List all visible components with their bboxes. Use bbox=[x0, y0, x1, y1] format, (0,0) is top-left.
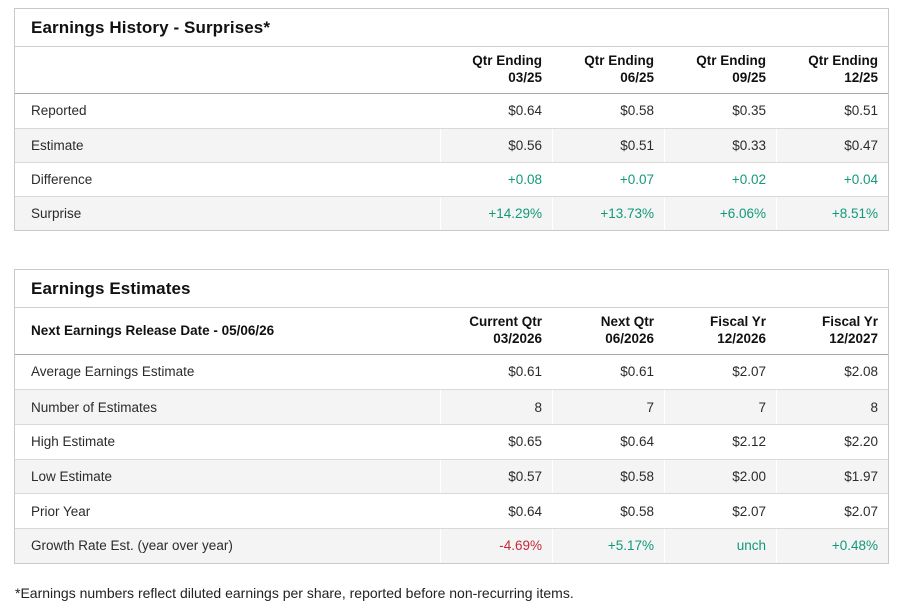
cell-value: $1.97 bbox=[776, 459, 888, 494]
cell-value: +0.02 bbox=[664, 162, 776, 196]
cell-value: +13.73% bbox=[552, 196, 664, 230]
earnings-estimates-title: Earnings Estimates bbox=[15, 270, 888, 308]
earnings-estimates-table: Earnings Estimates Next Earnings Release… bbox=[14, 268, 889, 564]
cell-value: +14.29% bbox=[440, 196, 552, 230]
table-row-estimate: Estimate $0.56 $0.51 $0.33 $0.47 bbox=[15, 127, 888, 162]
cell-value: $2.12 bbox=[664, 424, 776, 459]
cell-value: $0.65 bbox=[440, 424, 552, 459]
next-earnings-release-date: Next Earnings Release Date - 05/06/26 bbox=[31, 323, 275, 339]
cell-value: $0.64 bbox=[552, 424, 664, 459]
row-label: Low Estimate bbox=[31, 468, 113, 484]
cell-value: $0.64 bbox=[440, 494, 552, 528]
cell-value: +0.48% bbox=[776, 528, 888, 563]
cell-value: $0.58 bbox=[552, 494, 664, 528]
cell-value: $0.33 bbox=[664, 128, 776, 162]
cell-value: $2.07 bbox=[664, 354, 776, 390]
cell-value: $0.61 bbox=[440, 354, 552, 390]
cell-value: -4.69% bbox=[440, 528, 552, 563]
earnings-estimates-header-row: Next Earnings Release Date - 05/06/26 Cu… bbox=[15, 308, 888, 355]
table-row-difference: Difference +0.08 +0.07 +0.02 +0.04 bbox=[15, 161, 888, 196]
row-label: Difference bbox=[31, 171, 93, 187]
cell-value: $2.20 bbox=[776, 424, 888, 459]
earnings-history-header-row: Qtr Ending 03/25 Qtr Ending 06/25 Qtr En… bbox=[15, 47, 888, 94]
cell-value: $0.61 bbox=[552, 354, 664, 390]
cell-value: $0.51 bbox=[776, 93, 888, 128]
cell-value: $2.07 bbox=[776, 494, 888, 528]
table-row-average-earnings-estimate: Average Earnings Estimate $0.61 $0.61 $2… bbox=[15, 354, 888, 390]
table-row-growth-rate-est: Growth Rate Est. (year over year) -4.69%… bbox=[15, 527, 888, 563]
cell-value: $0.47 bbox=[776, 128, 888, 162]
row-label: Estimate bbox=[31, 137, 84, 153]
cell-value: 7 bbox=[552, 390, 664, 424]
column-header: Qtr Ending 12/25 bbox=[808, 53, 878, 85]
row-label: High Estimate bbox=[31, 434, 116, 450]
column-header: Next Qtr 06/2026 bbox=[600, 313, 654, 346]
cell-value: +0.07 bbox=[552, 162, 664, 196]
cell-value: 7 bbox=[664, 390, 776, 424]
column-header: Qtr Ending 09/25 bbox=[696, 53, 766, 85]
cell-value: $0.57 bbox=[440, 459, 552, 494]
cell-value: +0.08 bbox=[440, 162, 552, 196]
header-spacer bbox=[15, 64, 440, 76]
earnings-footnote: *Earnings numbers reflect diluted earnin… bbox=[15, 584, 574, 601]
row-label: Surprise bbox=[31, 205, 82, 221]
cell-value: $0.58 bbox=[552, 93, 664, 128]
cell-value: $2.08 bbox=[776, 354, 888, 390]
column-header: Fiscal Yr 12/2026 bbox=[709, 313, 766, 346]
cell-value: +0.04 bbox=[776, 162, 888, 196]
cell-value: +6.06% bbox=[664, 196, 776, 230]
cell-value: $0.58 bbox=[552, 459, 664, 494]
cell-value: 8 bbox=[440, 390, 552, 424]
cell-value: $0.64 bbox=[440, 93, 552, 128]
row-label: Reported bbox=[31, 103, 87, 119]
column-header: Qtr Ending 06/25 bbox=[584, 53, 654, 85]
cell-value: $0.56 bbox=[440, 128, 552, 162]
cell-value: $0.35 bbox=[664, 93, 776, 128]
cell-value: $2.00 bbox=[664, 459, 776, 494]
column-header: Current Qtr 03/2026 bbox=[469, 313, 542, 346]
row-label: Prior Year bbox=[31, 503, 91, 519]
cell-value: unch bbox=[664, 528, 776, 563]
row-label: Growth Rate Est. (year over year) bbox=[31, 538, 233, 554]
table-row-prior-year: Prior Year $0.64 $0.58 $2.07 $2.07 bbox=[15, 493, 888, 528]
column-header: Qtr Ending 03/25 bbox=[472, 53, 542, 85]
row-label: Number of Estimates bbox=[31, 399, 158, 415]
cell-value: +8.51% bbox=[776, 196, 888, 230]
table-row-reported: Reported $0.64 $0.58 $0.35 $0.51 bbox=[15, 93, 888, 128]
table-row-low-estimate: Low Estimate $0.57 $0.58 $2.00 $1.97 bbox=[15, 458, 888, 494]
cell-value: $0.51 bbox=[552, 128, 664, 162]
earnings-history-table: Earnings History - Surprises* Qtr Ending… bbox=[14, 8, 889, 231]
cell-value: +5.17% bbox=[552, 528, 664, 563]
cell-value: $2.07 bbox=[664, 494, 776, 528]
row-label: Average Earnings Estimate bbox=[31, 364, 195, 380]
cell-value: 8 bbox=[776, 390, 888, 424]
column-header: Fiscal Yr 12/2027 bbox=[821, 313, 878, 346]
table-row-surprise: Surprise +14.29% +13.73% +6.06% +8.51% bbox=[15, 195, 888, 230]
table-row-number-of-estimates: Number of Estimates 8 7 7 8 bbox=[15, 389, 888, 424]
table-row-high-estimate: High Estimate $0.65 $0.64 $2.12 $2.20 bbox=[15, 423, 888, 459]
earnings-history-title: Earnings History - Surprises* bbox=[15, 9, 888, 47]
